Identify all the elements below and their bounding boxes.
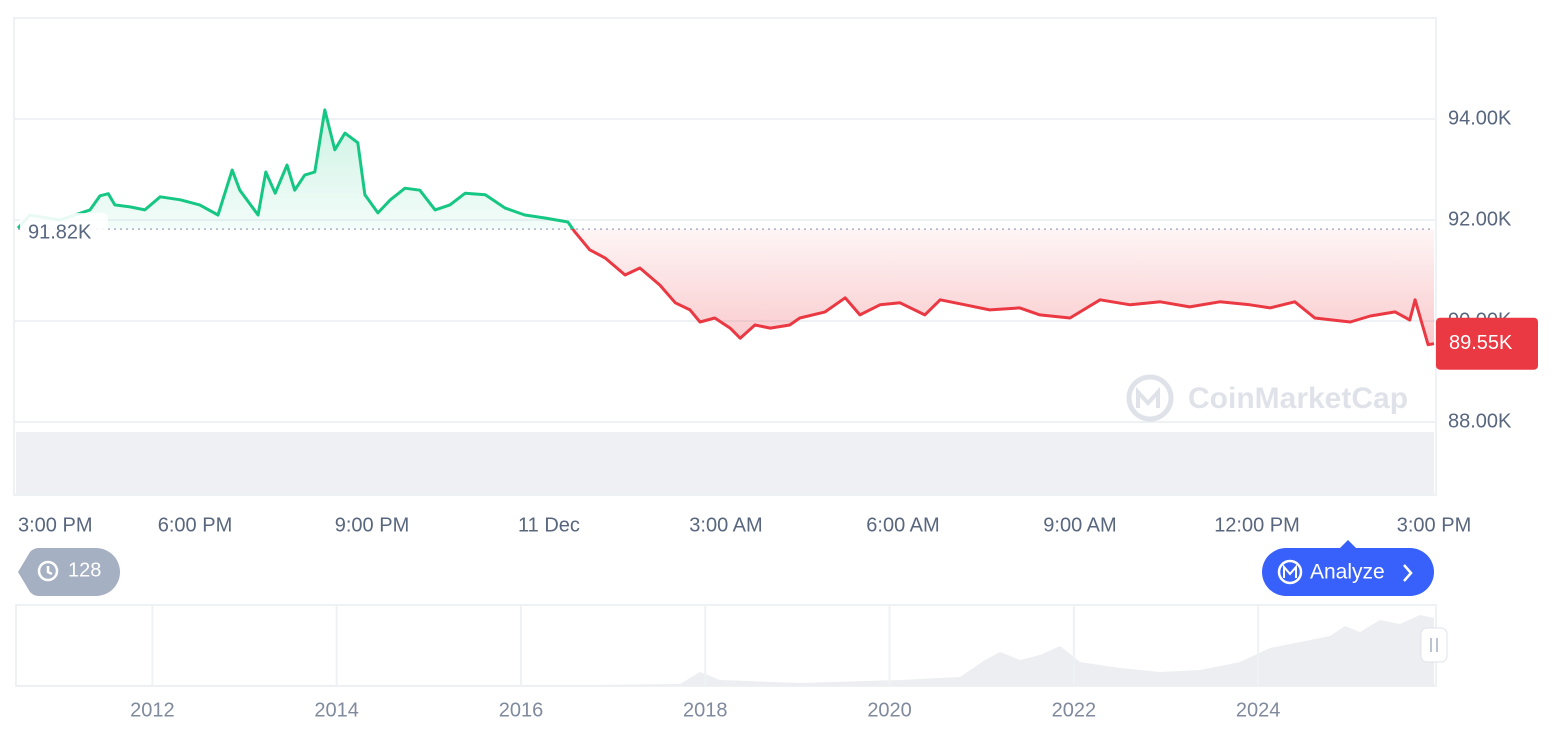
navigator-handle[interactable] bbox=[1420, 627, 1448, 663]
y-tick-label: 94.00K bbox=[1448, 107, 1512, 129]
reference-label: 91.82K bbox=[28, 221, 92, 243]
x-tick-label: 6:00 AM bbox=[866, 514, 939, 536]
navigator-tick-label: 2020 bbox=[867, 699, 912, 721]
y-tick-label: 88.00K bbox=[1448, 410, 1512, 432]
reference-label-bg bbox=[20, 213, 108, 242]
x-tick-label: 11 Dec bbox=[518, 514, 580, 536]
button-pointer bbox=[1340, 540, 1356, 548]
price-line bbox=[16, 108, 1435, 347]
watermark-text: CoinMarketCap bbox=[1188, 382, 1408, 415]
x-tick-label: 12:00 PM bbox=[1214, 514, 1300, 536]
clock-hand bbox=[46, 566, 53, 576]
watermark: CoinMarketCap bbox=[1126, 374, 1408, 422]
badge-bg bbox=[18, 548, 120, 596]
button-icon bbox=[1277, 559, 1303, 585]
button-bg bbox=[1262, 548, 1434, 596]
volume-band bbox=[16, 432, 1434, 495]
history-badge[interactable]: 128 bbox=[18, 548, 120, 596]
y-tick-label: 92.00K bbox=[1448, 208, 1512, 230]
x-tick-label: 3:00 PM bbox=[18, 514, 92, 536]
clock-icon bbox=[37, 560, 59, 582]
x-tick-label: 9:00 AM bbox=[1043, 514, 1116, 536]
navigator-tick-label: 2014 bbox=[314, 699, 359, 721]
x-tick-label: 9:00 PM bbox=[335, 514, 409, 536]
last-price-bg bbox=[1436, 317, 1538, 370]
button-chevron bbox=[1403, 564, 1413, 582]
plot-area bbox=[14, 108, 1436, 423]
x-tick-label: 6:00 PM bbox=[158, 514, 232, 536]
analyze-button[interactable]: Analyze bbox=[1262, 540, 1434, 596]
navigator-tick-label: 2024 bbox=[1236, 699, 1281, 721]
x-tick-label: 3:00 AM bbox=[689, 514, 762, 536]
navigator-area bbox=[16, 615, 1434, 686]
navigator-tick-label: 2022 bbox=[1052, 699, 1097, 721]
navigator-tick-label: 2012 bbox=[130, 699, 175, 721]
navigator bbox=[15, 604, 1448, 687]
button-icon-m bbox=[1283, 564, 1297, 578]
handle-grip bbox=[1430, 638, 1438, 652]
price-area bbox=[18, 109, 1434, 345]
button-label: Analyze bbox=[1310, 561, 1385, 584]
last-price-label: 89.55K bbox=[1449, 332, 1513, 354]
x-tick-label: 3:00 PM bbox=[1397, 514, 1471, 536]
navigator-tick-label: 2016 bbox=[499, 699, 544, 721]
history-count: 128 bbox=[68, 559, 101, 581]
navigator-tick-label: 2018 bbox=[683, 699, 728, 721]
